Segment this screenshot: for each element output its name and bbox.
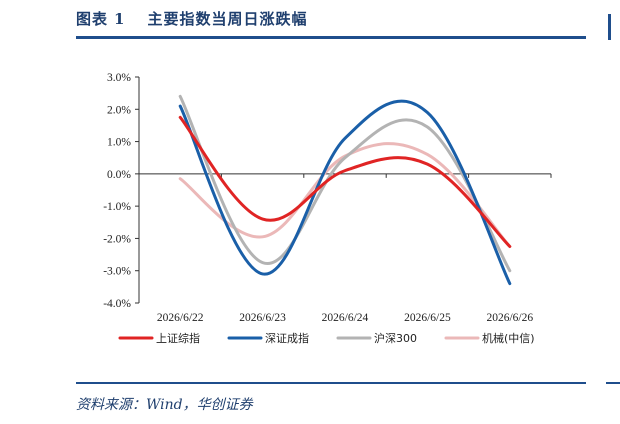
x-tick-label: 2026/6/26 xyxy=(486,312,533,324)
chart-series xyxy=(178,94,512,286)
x-tick-label: 2026/6/22 xyxy=(157,312,204,324)
legend-label: 机械(中信) xyxy=(482,331,535,345)
legend-item: 上证综指 xyxy=(118,331,200,345)
y-tick-label: -2.0% xyxy=(103,233,131,245)
series-line-0 xyxy=(178,115,512,248)
bottom-rule xyxy=(76,382,586,384)
chart-axes: 3.0% 2.0% 1.0% 0.0% -1.0% -2.0% -3.0% -4.0% 2026… xyxy=(103,72,552,324)
top-rule xyxy=(76,36,586,39)
next-figure-edge-mark-bottom xyxy=(606,382,620,384)
figure-label: 图表 xyxy=(76,10,109,28)
legend-label: 上证综指 xyxy=(156,331,200,345)
figure-number: 1 xyxy=(114,10,126,28)
series-line-1 xyxy=(178,99,512,286)
source-note: 资料来源：Wind，华创证券 xyxy=(76,397,253,413)
y-tick-label: 3.0% xyxy=(107,72,131,84)
x-tick-label: 2026/6/24 xyxy=(322,312,369,324)
y-tick-label: -1.0% xyxy=(103,201,131,213)
figure-title: 图表 1 主要指数当周日涨跌幅 xyxy=(76,8,307,29)
y-tick-label: 1.0% xyxy=(107,137,131,149)
legend-item: 深证成指 xyxy=(227,331,309,345)
y-tick-label: -3.0% xyxy=(103,266,131,278)
next-figure-edge-mark xyxy=(608,14,620,40)
series-line-2 xyxy=(178,94,512,273)
y-tick-label: 2.0% xyxy=(107,104,131,116)
x-tick-label: 2026/6/23 xyxy=(239,312,286,324)
y-tick-label: -4.0% xyxy=(103,298,131,310)
legend-label: 深证成指 xyxy=(265,331,309,345)
x-tick-label: 2026/6/25 xyxy=(404,312,451,324)
legend-item: 沪深300 xyxy=(336,331,417,345)
y-tick-label: 0.0% xyxy=(107,169,131,181)
figure-title-text: 主要指数当周日涨跌幅 xyxy=(147,10,308,28)
chart-legend: 上证综指 深证成指 沪深300 机械(中信) xyxy=(118,331,535,345)
legend-label: 沪深300 xyxy=(374,331,417,345)
legend-item: 机械(中信) xyxy=(444,331,535,345)
